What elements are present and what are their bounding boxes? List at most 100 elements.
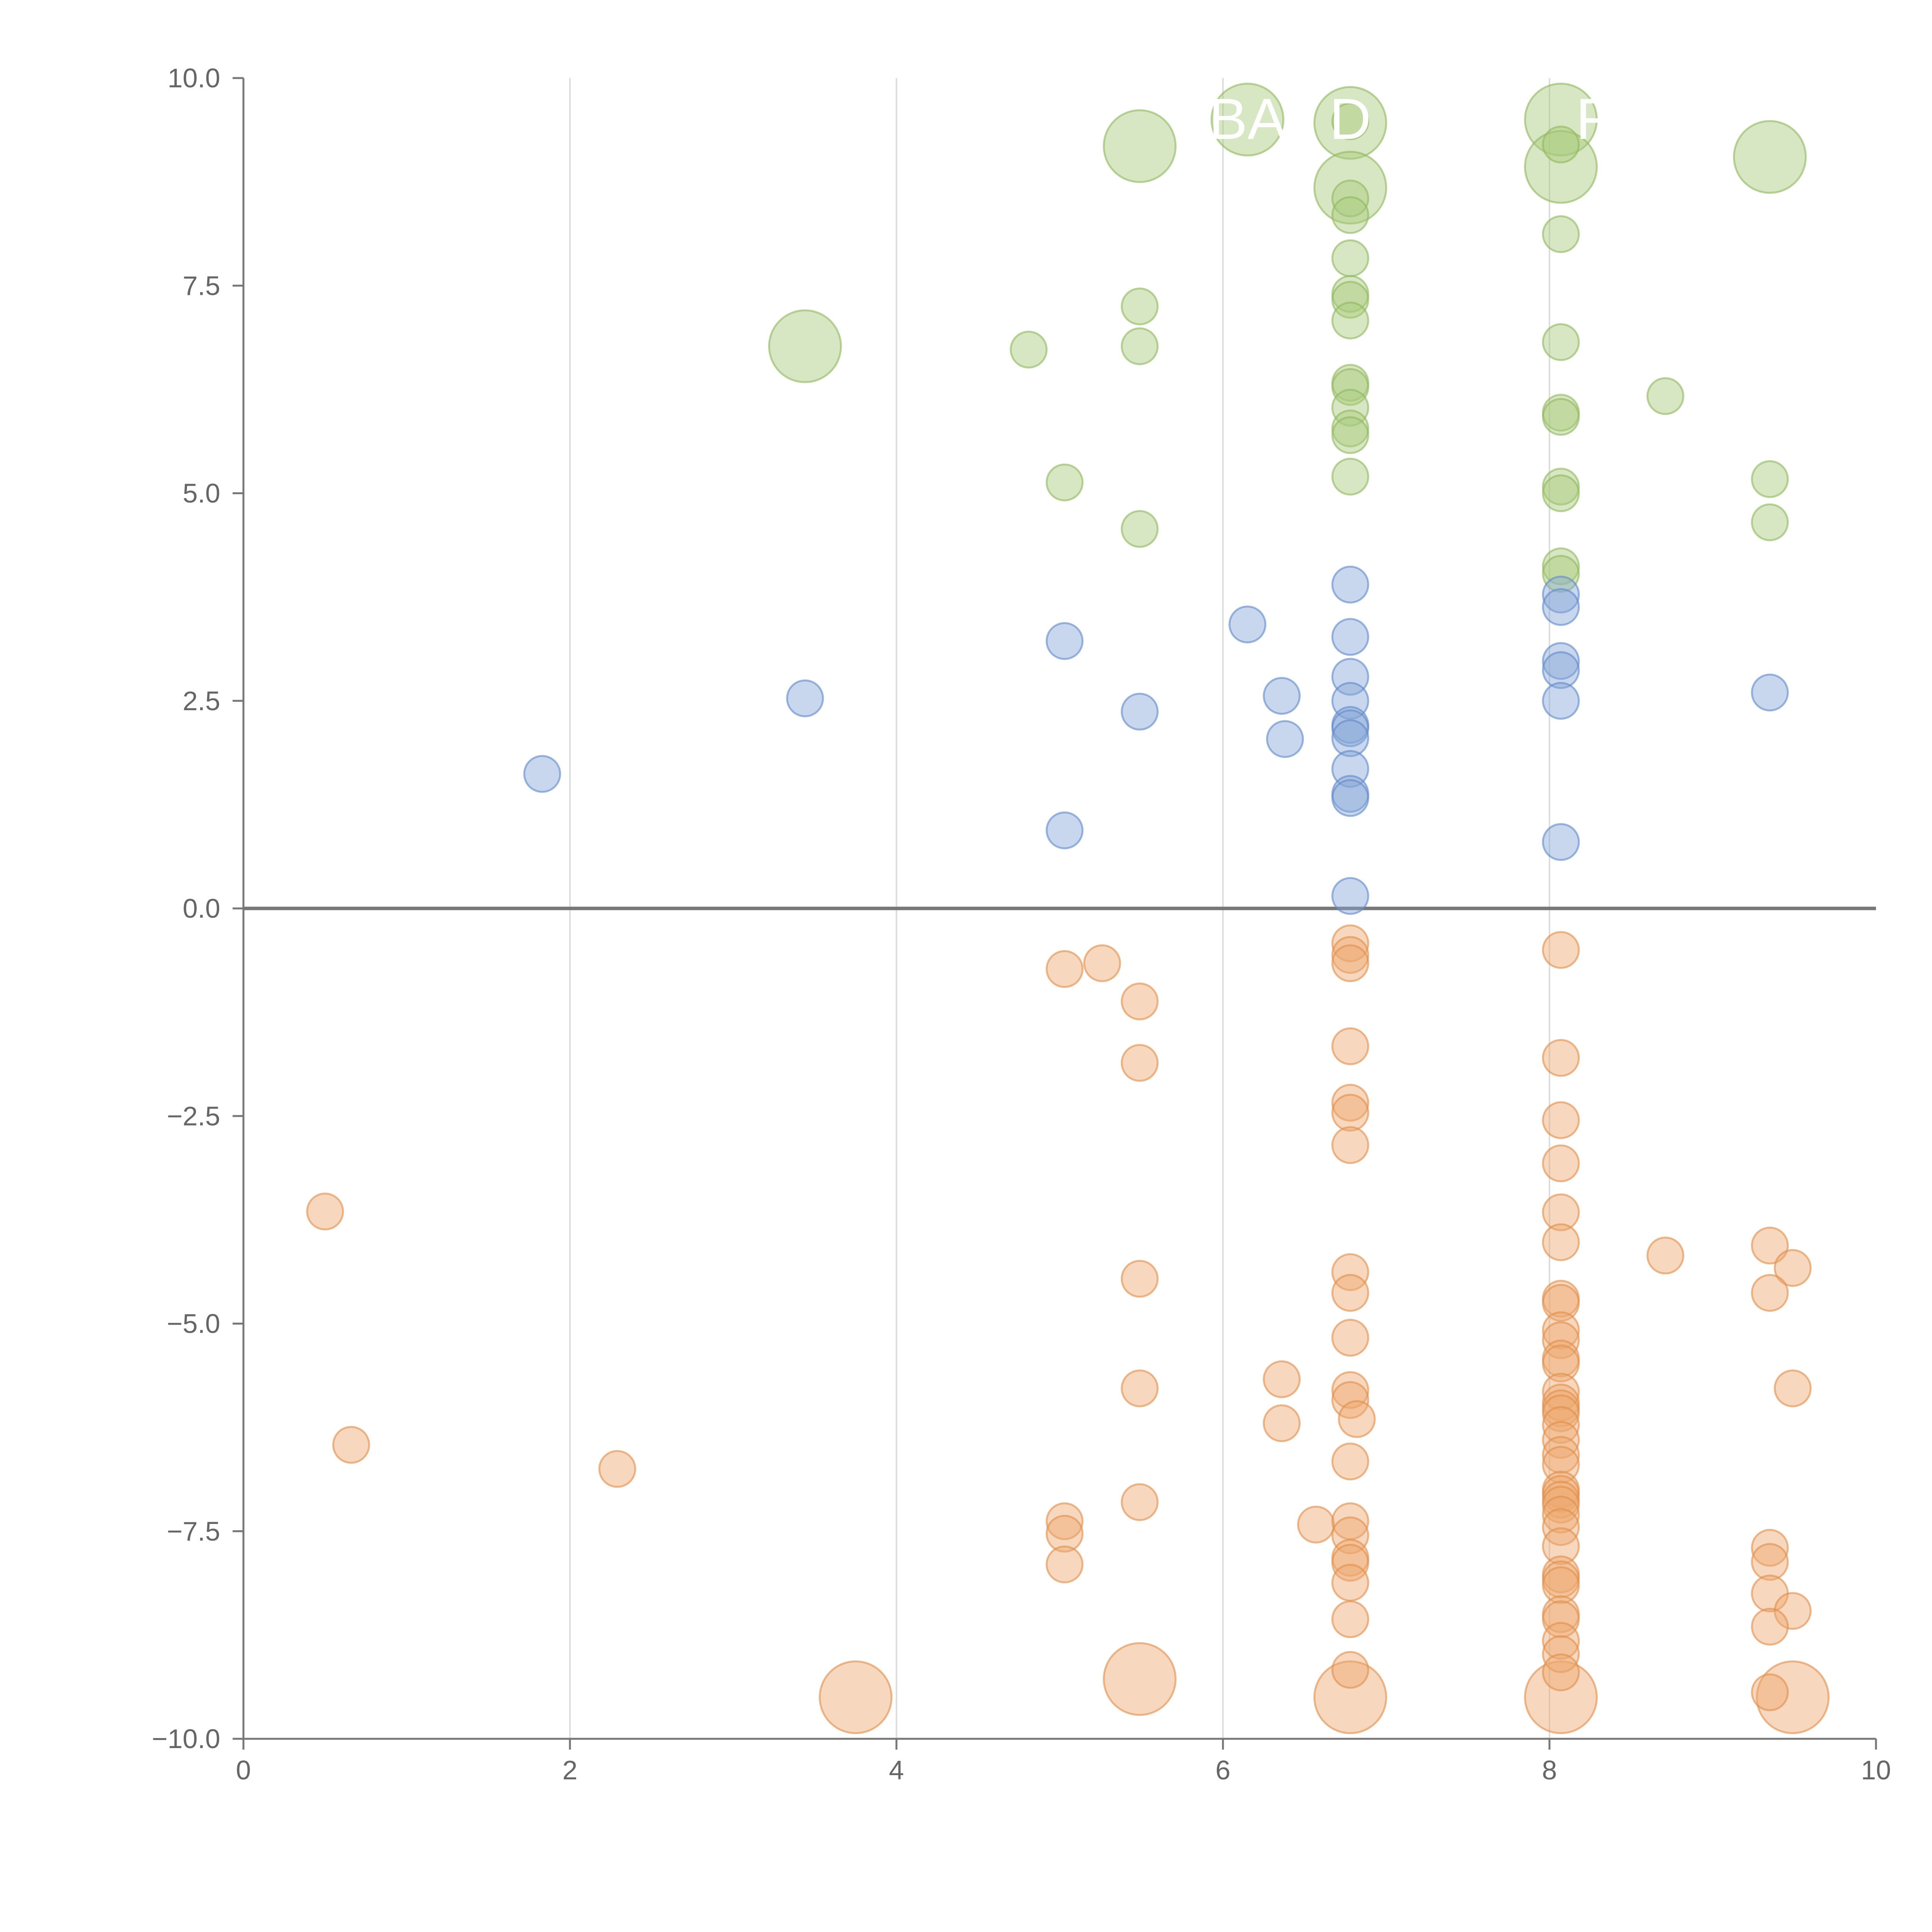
blue-bubble — [1331, 877, 1369, 915]
orange-bubble — [1121, 1369, 1159, 1408]
green-bubble — [1331, 389, 1369, 427]
blue-bubble — [1542, 588, 1580, 626]
orange-bubble — [1542, 1101, 1580, 1139]
x-tick-label: 6 — [1216, 1755, 1231, 1785]
blue-bubble — [1228, 605, 1267, 644]
green-bubble — [1542, 554, 1580, 593]
orange-bubble — [1542, 1406, 1580, 1444]
orange-bubble — [1331, 1442, 1369, 1481]
orange-bubble — [1751, 1543, 1789, 1581]
orange-bubble — [1263, 1360, 1301, 1398]
orange-bubble — [1331, 1371, 1369, 1409]
green-bubble — [1210, 83, 1284, 156]
green-bubble — [1121, 327, 1159, 366]
green-bubble — [1542, 125, 1580, 163]
orange-bubble — [598, 1450, 636, 1488]
orange-bubble — [1331, 1564, 1369, 1602]
blue-bubble — [1542, 823, 1580, 861]
orange-bubble — [1046, 1502, 1084, 1540]
orange-bubble — [1542, 1311, 1580, 1349]
blue-bubble — [1331, 565, 1369, 604]
orange-bubble — [1331, 1126, 1369, 1164]
blue-bubble — [1046, 811, 1084, 849]
bubble-annotation: D — [1329, 86, 1371, 151]
orange-bubble — [818, 1660, 893, 1734]
blue-bubble — [1331, 709, 1369, 747]
green-bubble — [1542, 323, 1580, 361]
orange-bubble — [1542, 931, 1580, 969]
orange-bubble — [1542, 1508, 1580, 1546]
blue-bubble — [1542, 642, 1580, 680]
blue-bubble — [786, 679, 824, 718]
green-bubble — [1751, 460, 1789, 498]
orange-bubble — [1646, 1236, 1684, 1275]
orange-bubble — [306, 1192, 344, 1231]
x-tick-label: 2 — [563, 1755, 578, 1785]
blue-bubble — [1331, 618, 1369, 656]
orange-bubble — [1313, 1660, 1388, 1734]
green-bubble — [1331, 102, 1369, 140]
y-tick-label: 2.5 — [183, 686, 220, 716]
orange-bubble — [1542, 1622, 1580, 1660]
orange-bubble — [1331, 1544, 1369, 1582]
orange-bubble — [1524, 1660, 1598, 1734]
orange-bubble — [1542, 1436, 1580, 1474]
y-tick-label: −2.5 — [167, 1101, 220, 1131]
green-bubble — [1331, 196, 1369, 234]
x-tick-label: 10 — [1861, 1755, 1891, 1785]
orange-bubble — [1121, 1044, 1159, 1082]
orange-bubble — [1774, 1369, 1812, 1408]
orange-bubble — [1046, 950, 1084, 988]
green-bubble — [1524, 83, 1598, 156]
orange-bubble — [1751, 1673, 1789, 1711]
orange-bubble — [1542, 1566, 1580, 1604]
orange-bubble — [1331, 1319, 1369, 1357]
orange-bubble — [1542, 1372, 1580, 1411]
orange-bubble — [1263, 1404, 1301, 1442]
orange-bubble — [1774, 1249, 1812, 1287]
green-bubble — [1331, 281, 1369, 319]
green-bubble — [1121, 287, 1159, 325]
blue-bubble — [1751, 673, 1789, 712]
blue-bubble — [1331, 719, 1369, 757]
orange-bubble — [1542, 1039, 1580, 1077]
orange-bubble — [1331, 1027, 1369, 1065]
green-bubble — [1542, 398, 1580, 436]
orange-bubble — [1774, 1592, 1812, 1630]
annotations: BA D F — [1209, 86, 1611, 151]
green-bubble — [1103, 109, 1177, 183]
green-bubble — [1646, 377, 1684, 415]
orange-bubble — [1046, 1545, 1084, 1583]
bubbles — [306, 83, 1830, 1734]
green-bubble — [1331, 416, 1369, 454]
orange-bubble — [1542, 1344, 1580, 1383]
orange-bubble — [1331, 1516, 1369, 1554]
orange-bubble — [1046, 1515, 1084, 1553]
y-tick-label: 0.0 — [183, 893, 220, 923]
green-bubble — [1331, 368, 1369, 406]
green-bubble — [1751, 503, 1789, 541]
orange-bubble — [1756, 1660, 1830, 1734]
green-bubble — [1010, 330, 1048, 369]
x-tick-label: 8 — [1542, 1755, 1557, 1785]
orange-bubble — [1542, 1193, 1580, 1231]
green-bubble — [1331, 239, 1369, 277]
y-tick-label: −10.0 — [152, 1724, 220, 1754]
orange-bubble — [1751, 1274, 1789, 1312]
orange-bubble — [1542, 1223, 1580, 1261]
green-bubble — [1313, 86, 1388, 160]
blue-bubble — [1542, 651, 1580, 689]
orange-bubble — [1121, 1260, 1159, 1298]
orange-bubble — [1542, 1144, 1580, 1182]
orange-bubble — [1331, 1651, 1369, 1689]
green-bubble — [1046, 463, 1084, 502]
green-bubble — [1313, 151, 1388, 225]
x-tick-label: 0 — [236, 1755, 251, 1785]
y-tick-label: 7.5 — [183, 270, 220, 301]
blue-bubble — [1263, 677, 1301, 715]
blue-bubble — [1266, 720, 1304, 758]
blue-bubble — [1542, 682, 1580, 720]
blue-bubble — [523, 755, 561, 793]
green-bubble — [1331, 179, 1369, 218]
